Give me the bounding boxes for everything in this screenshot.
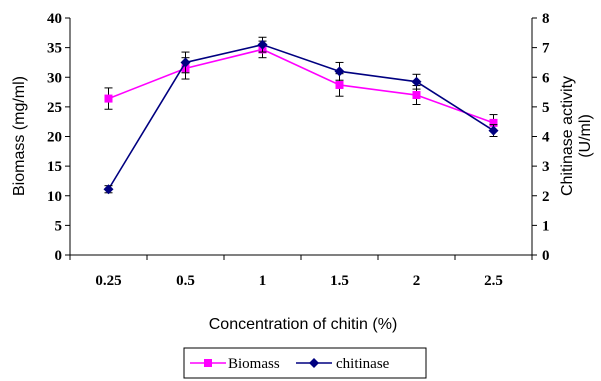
legend-biomass-marker <box>204 359 212 367</box>
data-point-chitinase <box>103 184 114 195</box>
x-tick-label: 2.5 <box>484 273 503 289</box>
y-left-tick-label: 40 <box>47 11 62 27</box>
legend-chitinase-label: chitinase <box>336 356 390 372</box>
y-right-tick-label: 7 <box>542 41 550 57</box>
chart-axes: 0 5 10 15 20 25 30 35 40 0 1 2 3 4 5 6 7 8 0.25 0.5 1 1.5 2 2.5 <box>47 11 550 289</box>
y-left-axis-title: Biomass (mg/ml) <box>11 76 28 196</box>
x-tick-label: 0.25 <box>95 273 121 289</box>
data-point-biomass <box>412 91 421 100</box>
y-right-tick-label: 1 <box>542 218 550 234</box>
x-tick-label: 2 <box>413 273 421 289</box>
data-point-chitinase <box>180 57 191 68</box>
data-point-chitinase <box>334 66 345 77</box>
y-right-axis-title-line1: Chitinase activity <box>559 76 576 196</box>
data-point-chitinase <box>257 39 268 50</box>
series-line-chitinase <box>107 43 494 190</box>
y-right-tick-label: 0 <box>542 248 550 264</box>
y-right-tick-label: 8 <box>542 11 550 27</box>
y-left-tick-label: 30 <box>47 70 62 86</box>
legend-biomass-label: Biomass <box>228 356 280 372</box>
y-right-tick-label: 5 <box>542 100 550 116</box>
data-point-chitinase <box>488 125 499 136</box>
x-tick-label: 1.5 <box>330 273 349 289</box>
x-tick-label: 1 <box>259 273 267 289</box>
x-axis-title: Concentration of chitin (%) <box>209 316 398 333</box>
chart-series <box>103 36 499 195</box>
y-left-tick-label: 5 <box>55 218 63 234</box>
y-left-tick-label: 35 <box>47 41 62 57</box>
y-left-tick-label: 25 <box>47 100 62 116</box>
y-left-tick-label: 0 <box>55 248 63 264</box>
data-point-biomass <box>335 80 344 89</box>
y-left-tick-label: 20 <box>47 130 62 146</box>
series-biomass <box>104 40 498 132</box>
y-right-tick-label: 2 <box>542 189 550 205</box>
y-right-tick-label: 6 <box>542 70 550 86</box>
series-chitinase <box>103 36 499 195</box>
data-point-chitinase <box>411 76 422 87</box>
y-right-axis-title-line2: (U/ml) <box>577 114 594 158</box>
y-left-tick-label: 10 <box>47 189 62 205</box>
y-right-tick-label: 3 <box>542 159 550 175</box>
y-right-tick-label: 4 <box>542 130 550 146</box>
x-tick-label: 0.5 <box>176 273 195 289</box>
legend-chitinase-marker <box>309 358 319 368</box>
data-point-biomass <box>104 94 113 103</box>
y-left-tick-label: 15 <box>47 159 62 175</box>
data-point-biomass <box>489 118 498 127</box>
series-line-biomass <box>108 48 494 124</box>
legend: Biomass chitinase <box>183 347 427 379</box>
